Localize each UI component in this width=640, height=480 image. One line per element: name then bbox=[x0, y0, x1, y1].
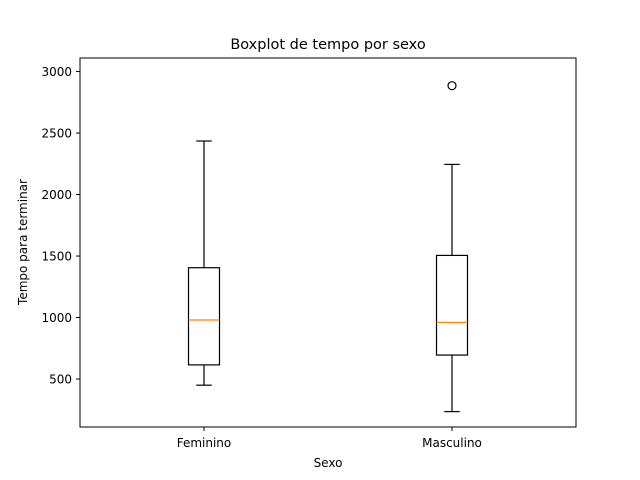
interquartile-box bbox=[187, 267, 221, 366]
x-axis: Feminino Masculino bbox=[177, 427, 482, 450]
y-axis-label: Tempo para terminar bbox=[16, 179, 30, 306]
y-tick-label: 500 bbox=[49, 373, 72, 387]
outlier-point bbox=[447, 81, 457, 91]
boxes bbox=[187, 81, 469, 413]
interquartile-box bbox=[435, 254, 469, 356]
y-tick-label: 3000 bbox=[41, 65, 72, 79]
x-axis-label: Sexo bbox=[314, 456, 343, 470]
x-tick-label: Feminino bbox=[177, 436, 232, 450]
x-tick-label: Masculino bbox=[422, 436, 482, 450]
box-feminino bbox=[187, 140, 221, 386]
plot-area bbox=[79, 57, 577, 428]
y-tick-label: 1500 bbox=[41, 250, 72, 264]
y-tick-label: 2500 bbox=[41, 127, 72, 141]
y-tick-label: 1000 bbox=[41, 311, 72, 325]
y-tick-label: 2000 bbox=[41, 188, 72, 202]
box-masculino bbox=[435, 81, 469, 413]
y-axis: 500 1000 1500 2000 2500 3000 bbox=[41, 65, 80, 387]
chart-title: Boxplot de tempo por sexo bbox=[230, 37, 426, 53]
